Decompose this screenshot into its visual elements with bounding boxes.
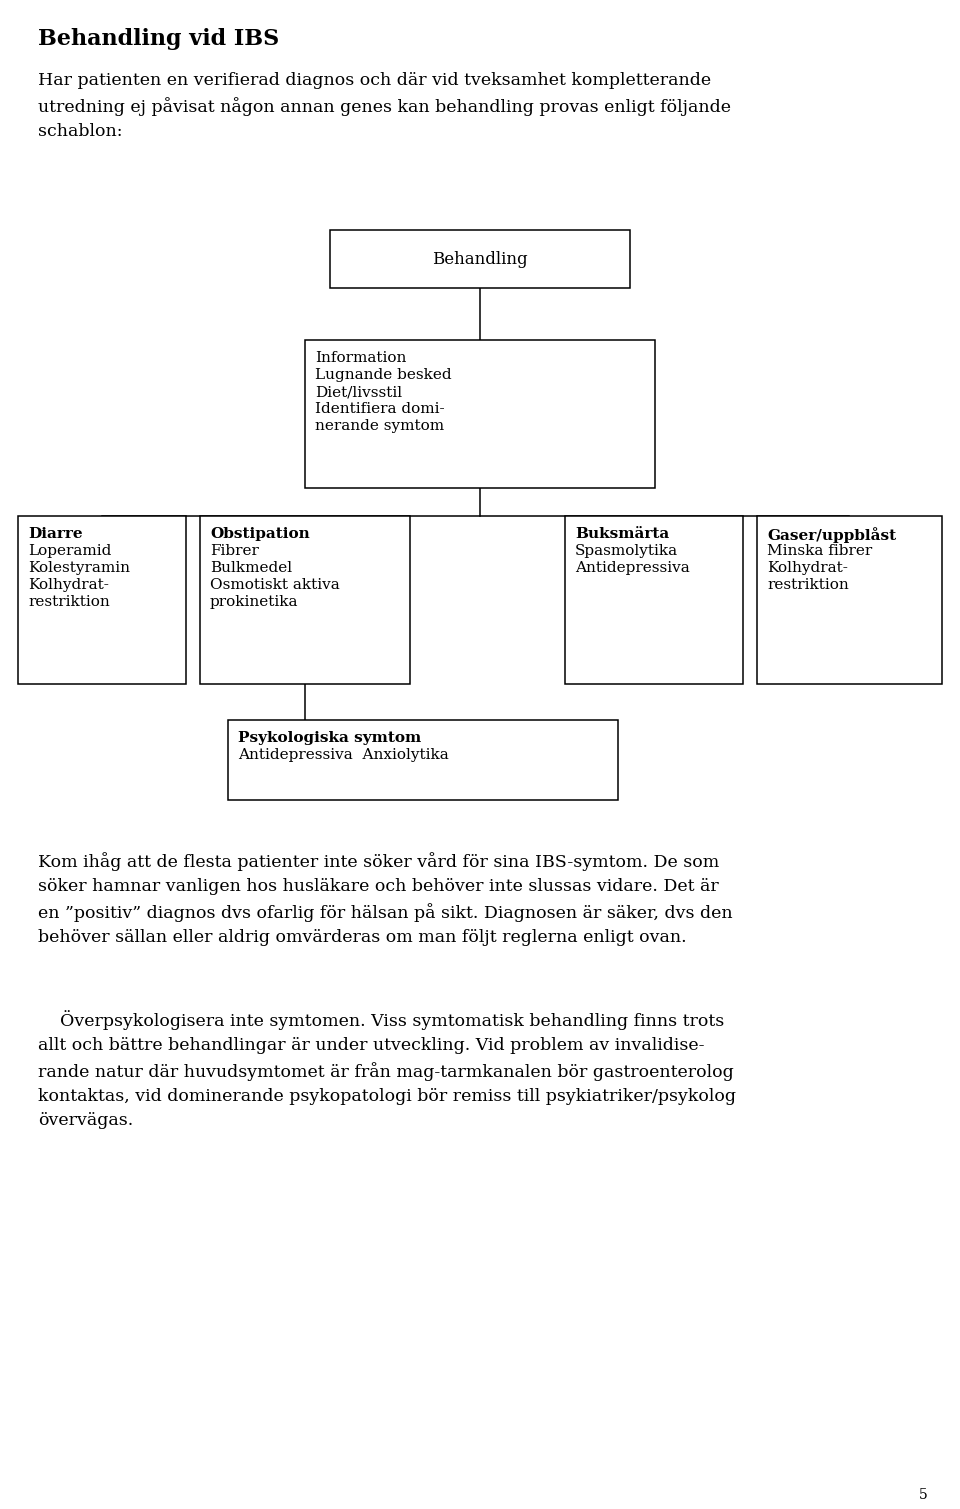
FancyBboxPatch shape [18,516,186,684]
Text: Obstipation: Obstipation [210,527,310,542]
Text: 5: 5 [920,1488,928,1501]
Text: Kolestyramin: Kolestyramin [28,561,130,575]
FancyBboxPatch shape [305,340,655,487]
Text: Psykologiska symtom: Psykologiska symtom [238,730,421,745]
Text: Identifiera domi-: Identifiera domi- [315,403,444,416]
FancyBboxPatch shape [757,516,942,684]
Text: Buksmärta: Buksmärta [575,527,669,542]
Text: Osmotiskt aktiva: Osmotiskt aktiva [210,578,340,592]
Text: prokinetika: prokinetika [210,595,299,610]
Text: Kolhydrat-: Kolhydrat- [767,561,848,575]
Text: Lugnande besked: Lugnande besked [315,368,451,382]
Text: Antidepressiva: Antidepressiva [575,561,689,575]
FancyBboxPatch shape [228,720,618,800]
Text: Kolhydrat-: Kolhydrat- [28,578,108,592]
Text: Diet/livsstil: Diet/livsstil [315,385,402,398]
Text: Gaser/uppblåst: Gaser/uppblåst [767,527,896,543]
Text: Information: Information [315,352,406,365]
FancyBboxPatch shape [565,516,743,684]
Text: Bulkmedel: Bulkmedel [210,561,292,575]
Text: restriktion: restriktion [28,595,109,610]
Text: Kom ihåg att de flesta patienter inte söker vård för sina IBS-symtom. De som
sök: Kom ihåg att de flesta patienter inte sö… [38,853,732,946]
Text: Har patienten en verifierad diagnos och där vid tveksamhet kompletterande
utredn: Har patienten en verifierad diagnos och … [38,72,731,140]
Text: Spasmolytika: Spasmolytika [575,545,678,558]
Text: Antidepressiva  Anxiolytika: Antidepressiva Anxiolytika [238,748,448,762]
Text: Överpsykologisera inte symtomen. Viss symtomatisk behandling finns trots
allt oc: Överpsykologisera inte symtomen. Viss sy… [38,1010,736,1129]
Text: restriktion: restriktion [767,578,849,592]
Text: Fibrer: Fibrer [210,545,259,558]
Text: Behandling vid IBS: Behandling vid IBS [38,29,279,50]
FancyBboxPatch shape [200,516,410,684]
Text: nerande symtom: nerande symtom [315,420,444,433]
Text: Behandling: Behandling [432,250,528,267]
FancyBboxPatch shape [330,229,630,288]
Text: Minska fibrer: Minska fibrer [767,545,873,558]
Text: Loperamid: Loperamid [28,545,111,558]
Text: Diarre: Diarre [28,527,83,542]
